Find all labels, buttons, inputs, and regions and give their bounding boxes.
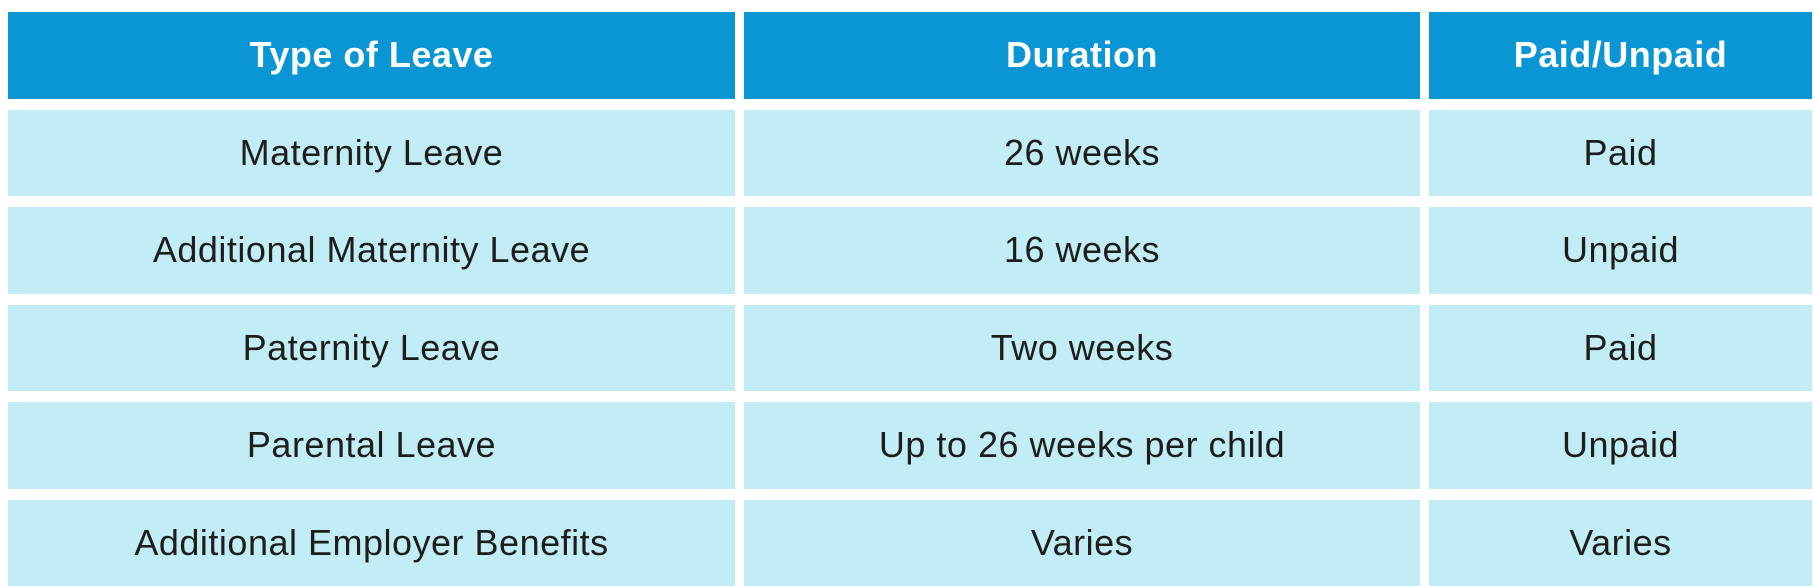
cell-parental-leave: Parental Leave xyxy=(8,402,735,489)
cell-maternity-leave: Maternity Leave xyxy=(8,109,735,196)
cell-parental-paid: Unpaid xyxy=(1429,402,1812,489)
cell-maternity-paid: Paid xyxy=(1429,109,1812,196)
cell-employer-benefits-paid: Varies xyxy=(1429,499,1812,586)
cell-maternity-duration: 26 weeks xyxy=(744,109,1420,196)
cell-paternity-leave: Paternity Leave xyxy=(8,304,735,391)
cell-paternity-duration: Two weeks xyxy=(744,304,1420,391)
cell-parental-duration: Up to 26 weeks per child xyxy=(744,402,1420,489)
column-header-paid-unpaid: Paid/Unpaid xyxy=(1429,12,1812,99)
column-header-duration: Duration xyxy=(744,12,1420,99)
cell-paternity-paid: Paid xyxy=(1429,304,1812,391)
column-header-type-of-leave: Type of Leave xyxy=(8,12,735,99)
cell-additional-maternity-duration: 16 weeks xyxy=(744,207,1420,294)
leave-benefits-table: Type of Leave Duration Paid/Unpaid Mater… xyxy=(8,12,1812,586)
cell-additional-maternity-leave: Additional Maternity Leave xyxy=(8,207,735,294)
cell-employer-benefits-duration: Varies xyxy=(744,499,1420,586)
cell-additional-maternity-paid: Unpaid xyxy=(1429,207,1812,294)
cell-additional-employer-benefits: Additional Employer Benefits xyxy=(8,499,735,586)
